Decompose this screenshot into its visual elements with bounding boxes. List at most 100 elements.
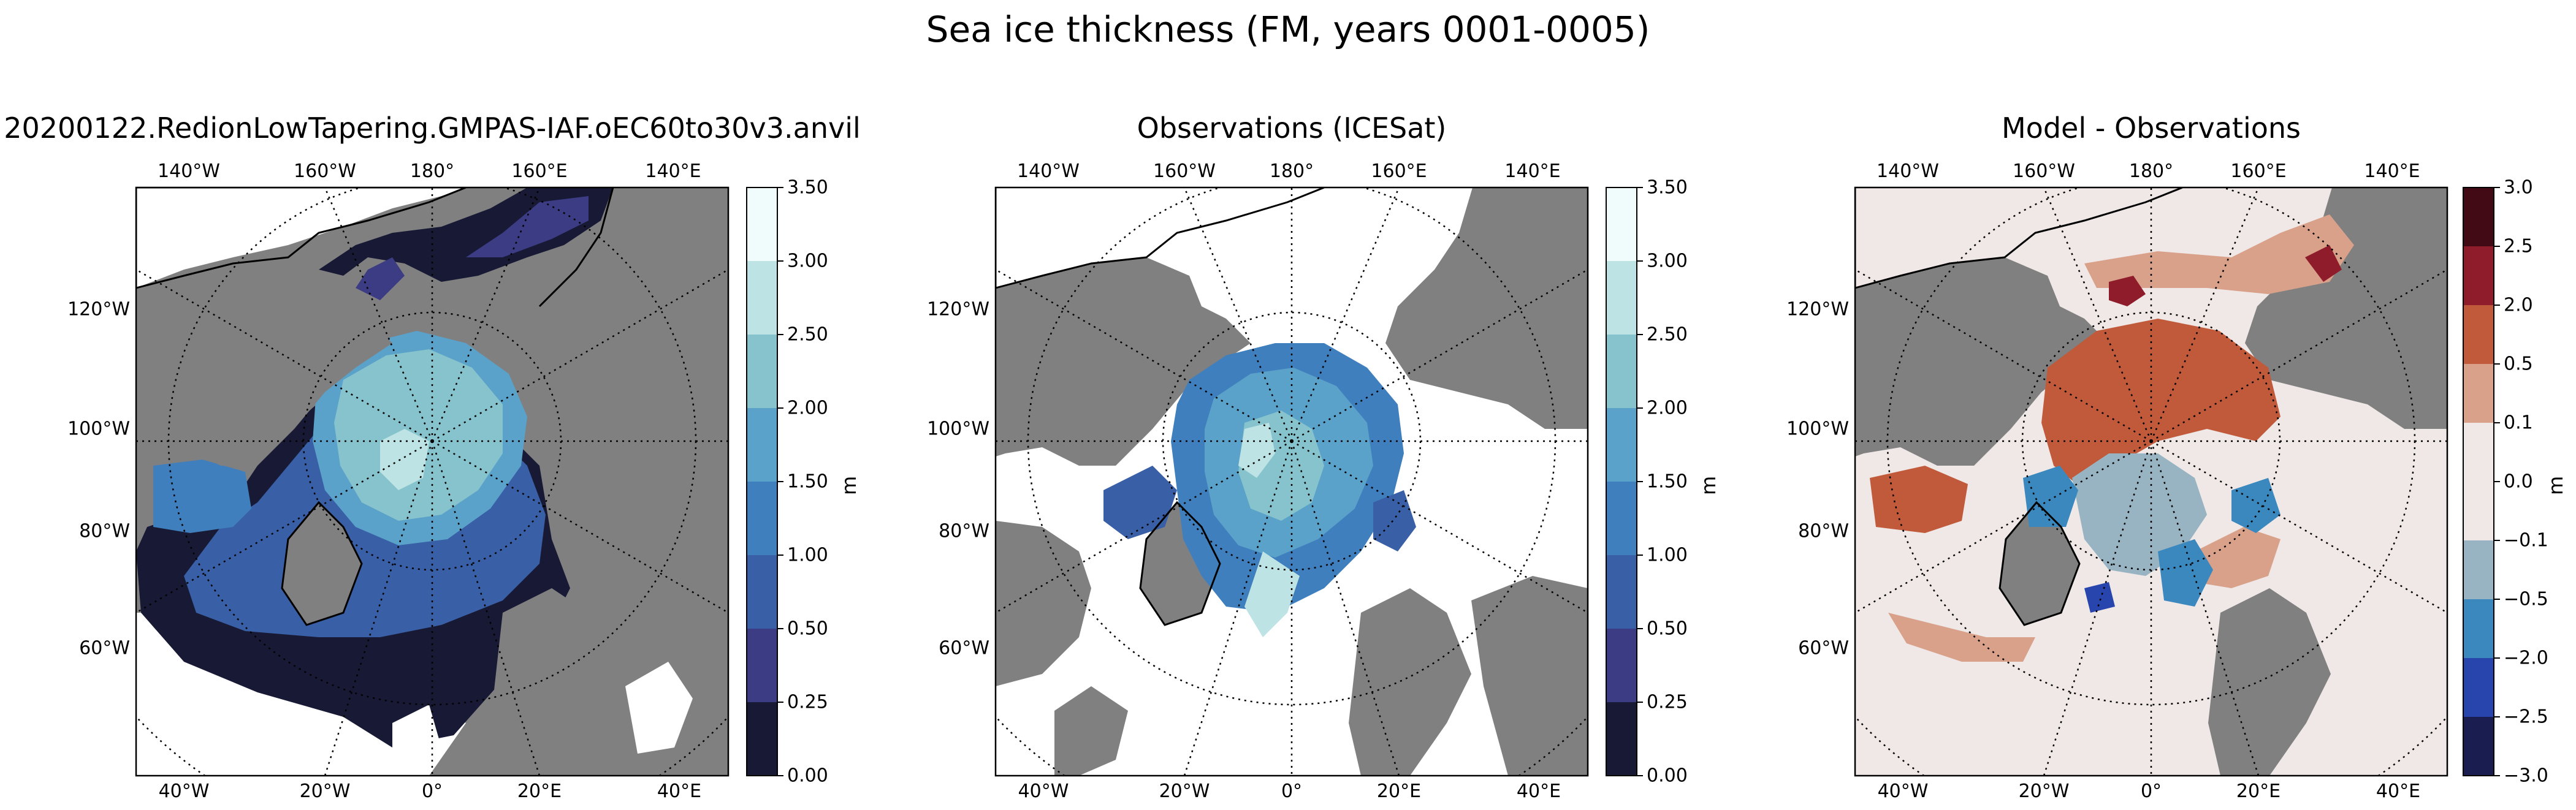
land-area [2208,588,2331,776]
colorbar-segment [2463,246,2494,306]
lat-label: 100°W [927,418,989,440]
lat-label: 80°W [939,520,989,542]
coastline [996,187,1325,289]
colorbar-segment [747,187,777,262]
graticule [996,187,1588,776]
colorbar-tick-label: 0.50 [787,618,828,640]
map-frame [994,186,1589,777]
lon-label: 0° [421,781,443,802]
lon-label: 0° [2140,781,2162,802]
colorbar-segment [747,335,777,409]
colorbar-tick-label: −3.0 [2504,765,2548,787]
colorbar-tick-label: 3.0 [2504,176,2533,199]
coastline [1139,501,1221,626]
ice-region [466,196,589,257]
colorbar-segment [2463,305,2494,365]
colorbar-bias [2463,187,2500,776]
colorbar-unit: m [2544,475,2567,495]
colorbar-segment [1606,187,1637,262]
lat-label: 80°W [79,520,130,542]
land-area [996,521,1091,686]
map-frame [1854,186,2448,777]
lon-label: 40°W [1018,781,1069,802]
lat-label: 60°W [939,637,989,659]
lon-label: 140°E [1504,161,1561,182]
ice-region [334,349,503,521]
panel-bias-map [1854,186,2448,777]
colorbar-tick-label: 0.25 [1647,691,1688,713]
colorbar-tick-label: −2.5 [2504,706,2548,728]
bias-region [2195,527,2281,588]
coastline [136,187,467,289]
land-area [1054,686,1128,776]
lon-label: 20°W [2018,781,2070,802]
land-area [136,257,392,466]
lat-label: 60°W [1798,637,1849,659]
lon-label: 160°E [511,161,568,182]
colorbar-tick-label: 0.50 [1647,618,1688,640]
lat-label: 60°W [79,637,130,659]
colorbar-segment [747,555,777,629]
panel-title: Model - Observations [2001,112,2301,145]
lon-label: 160°W [294,161,356,182]
lat-label: 120°W [927,298,989,320]
land-area [1471,576,1588,776]
bias-region [2084,582,2115,613]
colorbar-unit: m [1697,475,1720,495]
colorbar-segment [2463,364,2494,423]
lon-label: 180° [410,161,455,182]
lon-label: 20°W [1159,781,1210,802]
colorbar-segment [2463,599,2494,659]
coastline [281,501,363,626]
figure-title: Sea ice thickness (FM, years 0001-0005) [926,9,1650,50]
colorbar-segment [2463,540,2494,600]
colorbar-tick-label: 1.50 [1647,471,1688,493]
lon-label: 40°E [2376,781,2421,802]
lat-label: 120°W [1786,298,1849,320]
panel-title: Observations (ICESat) [1137,112,1447,145]
graticule [136,187,728,776]
colorbar-tick-label: −2.0 [2504,647,2548,669]
lon-label: 140°W [158,161,220,182]
ice-region [1103,466,1177,539]
colorbar-segment [1606,261,1637,335]
lon-label: 140°E [2364,161,2420,182]
lon-label: 160°W [1153,161,1216,182]
bias-region [2072,453,2207,576]
lon-label: 160°E [2230,161,2287,182]
lon-label: 40°W [1877,781,1929,802]
colorbar-segment [1606,629,1637,703]
ice-region [1373,490,1416,551]
land-area [996,257,1251,466]
lon-label: 20°E [517,781,562,802]
colorbar-tick-label: −0.5 [2504,588,2548,610]
colorbar-tick-label: 3.00 [1647,250,1688,272]
open-ocean [625,662,693,754]
bias-region [1888,613,2035,662]
map-frame [135,186,730,777]
lon-label: 40°E [1516,781,1561,802]
bias-region [2305,245,2342,282]
colorbar-tick-label: 1.50 [787,471,828,493]
colorbar-segment [747,629,777,703]
colorbar-segment [2463,187,2494,247]
colorbar-segment [1606,335,1637,409]
ice-region [356,257,405,300]
colorbar-segment [1606,555,1637,629]
colorbar-tick-label: 0.5 [2504,353,2533,375]
colorbar-tick-label: 2.5 [2504,235,2533,257]
lon-label: 180° [2128,161,2174,182]
colorbar-segment [747,702,777,776]
lon-label: 140°W [1877,161,1939,182]
colorbar-segment [1606,408,1637,482]
bias-region [2023,466,2078,527]
lon-label: 160°W [2013,161,2075,182]
colorbar-segment [1606,482,1637,556]
lon-label: 20°E [1376,781,1422,802]
graticule [1855,187,2447,776]
lon-label: 20°E [2236,781,2281,802]
lon-label: 0° [1281,781,1303,802]
lon-label: 180° [1269,161,1314,182]
colorbar-segment [2463,423,2494,482]
